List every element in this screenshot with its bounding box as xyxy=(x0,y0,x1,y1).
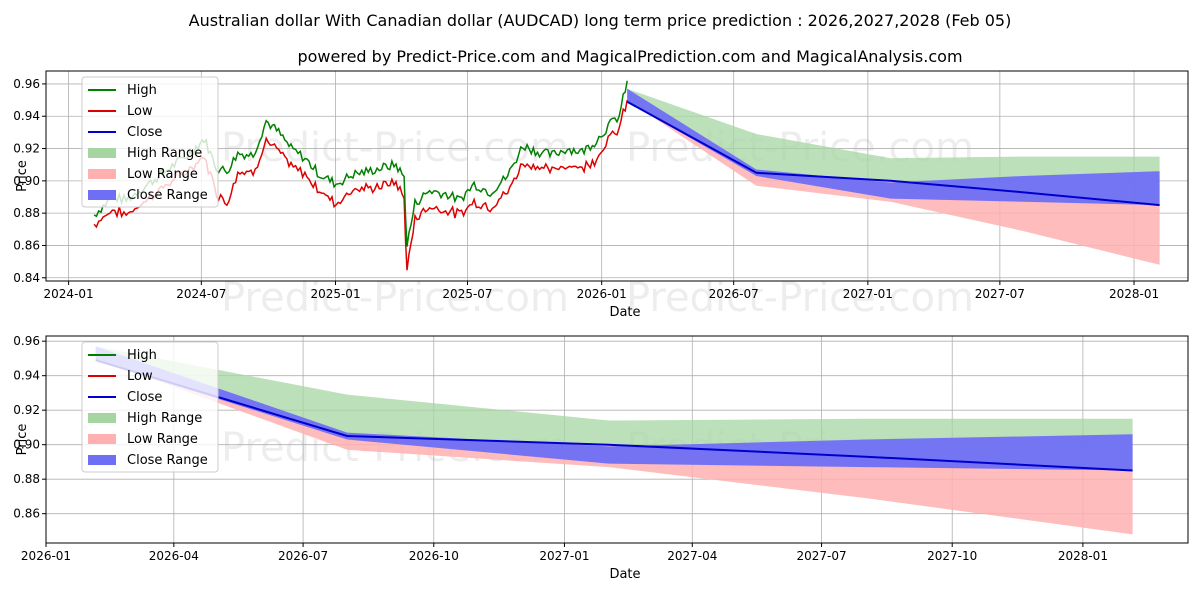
chart-subtitle: powered by Predict-Price.com and Magical… xyxy=(297,47,962,66)
legend-low-label: Low xyxy=(127,369,153,384)
watermark-text: Predict-Price.com xyxy=(221,125,569,171)
close-price-line xyxy=(95,359,1133,472)
x-tick-label: 2028-01 xyxy=(1109,287,1159,301)
legend-low-range-swatch xyxy=(88,169,116,179)
axes-frame xyxy=(45,70,1189,282)
bottom-chart-panel: Predict-Price.comPredict-Price.com2026-0… xyxy=(13,334,1189,582)
legend-high-label: High xyxy=(127,348,157,363)
x-tick-label: 2025-01 xyxy=(310,287,360,301)
legend-close-range-label: Close Range xyxy=(127,188,208,203)
y-tick-label: 0.88 xyxy=(13,206,40,220)
y-tick-label: 0.90 xyxy=(13,174,40,188)
legend-low-range-label: Low Range xyxy=(127,167,198,182)
x-tick-label: 2026-07 xyxy=(278,549,328,563)
x-axis-label: Date xyxy=(609,567,640,582)
x-tick-label: 2027-07 xyxy=(975,287,1025,301)
legend-low-label: Low xyxy=(127,104,153,119)
x-tick-label: 2027-07 xyxy=(796,549,846,563)
close-range-band xyxy=(627,88,1160,206)
y-tick-label: 0.88 xyxy=(13,472,40,486)
legend-close-label: Close xyxy=(127,390,162,405)
legend-close-range-swatch xyxy=(88,190,116,200)
x-tick-label: 2027-10 xyxy=(927,549,977,563)
y-tick-label: 0.94 xyxy=(13,369,40,383)
legend-high-range-swatch xyxy=(88,148,116,158)
x-tick-label: 2024-07 xyxy=(176,287,226,301)
chart-title: Australian dollar With Canadian dollar (… xyxy=(189,11,1012,30)
plot-area xyxy=(95,346,1133,535)
legend-high-range-label: High Range xyxy=(127,411,202,426)
legend-high-range-label: High Range xyxy=(127,146,202,161)
y-tick-label: 0.96 xyxy=(13,77,40,91)
y-tick-label: 0.86 xyxy=(13,507,40,521)
x-tick-label: 2027-04 xyxy=(667,549,717,563)
legend-high-label: High xyxy=(127,83,157,98)
close-price-line xyxy=(626,100,1160,207)
x-tick-label: 2026-01 xyxy=(577,287,627,301)
y-tick-label: 0.94 xyxy=(13,109,40,123)
y-axis-label: Price xyxy=(15,160,30,192)
watermark-text: Predict-Price.com xyxy=(626,275,974,321)
x-tick-label: 2026-04 xyxy=(149,549,199,563)
x-axis-label: Date xyxy=(609,305,640,320)
y-tick-label: 0.92 xyxy=(13,142,40,156)
watermark-text: Predict-Price.com xyxy=(221,275,569,321)
y-tick-label: 0.92 xyxy=(13,403,40,417)
legend-high-range-swatch xyxy=(88,413,116,423)
legend-close-label: Close xyxy=(127,125,162,140)
legend-close-range-swatch xyxy=(88,455,116,465)
y-tick-label: 0.90 xyxy=(13,438,40,452)
axes-frame xyxy=(45,335,1189,544)
close-range-band xyxy=(95,346,1133,471)
x-tick-label: 2025-07 xyxy=(442,287,492,301)
x-tick-label: 2026-01 xyxy=(21,549,71,563)
legend-close-range-label: Close Range xyxy=(127,453,208,468)
legend-low-range-label: Low Range xyxy=(127,432,198,447)
x-tick-label: 2027-01 xyxy=(843,287,893,301)
x-tick-label: 2028-01 xyxy=(1058,549,1108,563)
y-tick-label: 0.84 xyxy=(13,271,40,285)
top-chart-panel: Predict-Price.com Predict-Price.com Predic… xyxy=(13,70,1189,321)
x-tick-label: 2026-10 xyxy=(409,549,459,563)
y-axis-label: Price xyxy=(15,424,30,456)
y-tick-label: 0.86 xyxy=(13,238,40,252)
x-tick-label: 2024-01 xyxy=(44,287,94,301)
x-tick-label: 2026-07 xyxy=(709,287,759,301)
x-tick-label: 2027-01 xyxy=(539,549,589,563)
y-tick-label: 0.96 xyxy=(13,334,40,348)
legend-low-range-swatch xyxy=(88,434,116,444)
